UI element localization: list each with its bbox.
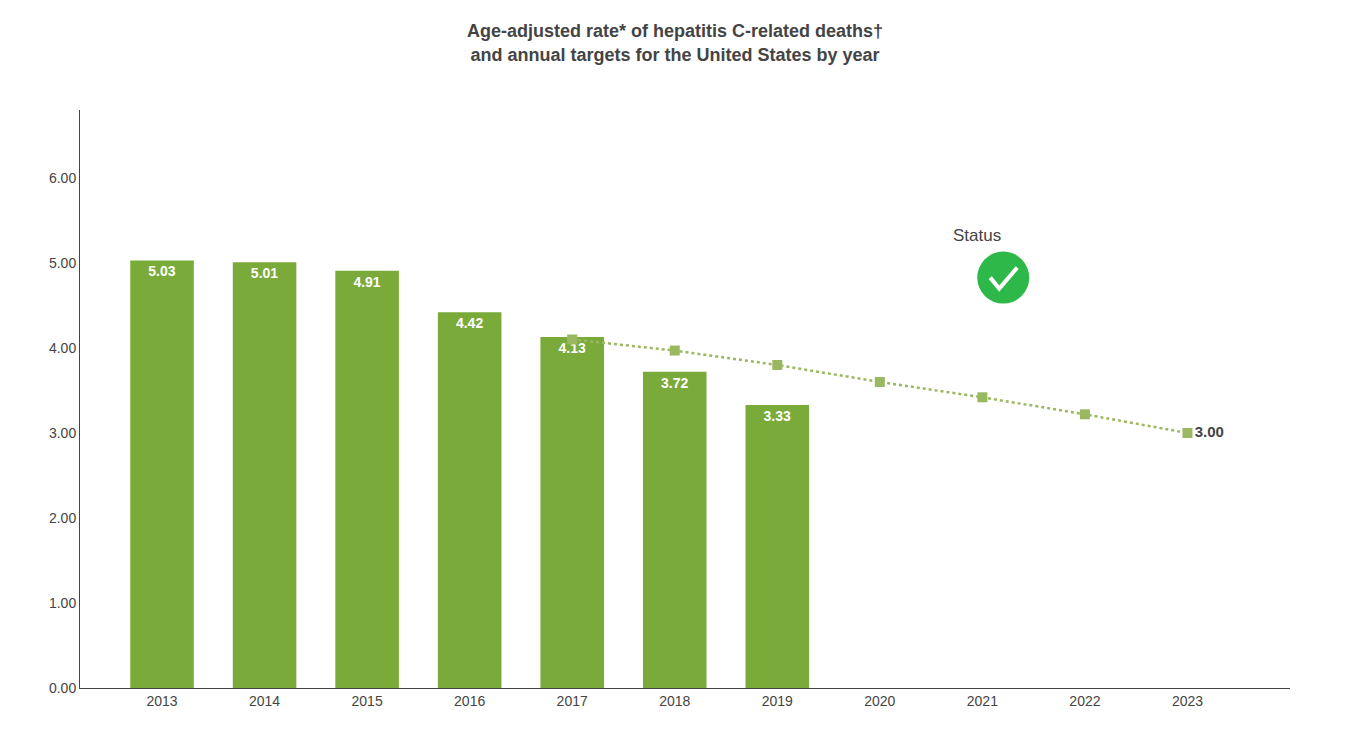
svg-text:2014: 2014	[249, 693, 280, 709]
svg-text:2020: 2020	[864, 693, 895, 709]
svg-text:2022: 2022	[1069, 693, 1100, 709]
svg-text:2.00: 2.00	[49, 510, 76, 526]
svg-text:3.00: 3.00	[1195, 423, 1224, 440]
svg-text:5.00: 5.00	[49, 255, 76, 271]
svg-text:4.91: 4.91	[353, 274, 380, 290]
svg-text:Age-adjusted rate* of hepatiti: Age-adjusted rate* of hepatitis C-relate…	[467, 21, 883, 64]
svg-text:5.03: 5.03	[148, 263, 175, 279]
svg-text:2013: 2013	[146, 693, 177, 709]
svg-text:2015: 2015	[352, 693, 383, 709]
svg-text:4.00: 4.00	[49, 340, 76, 356]
svg-text:Status: Status	[953, 226, 1001, 245]
svg-text:1.00: 1.00	[49, 595, 76, 611]
svg-text:0.00: 0.00	[49, 680, 76, 696]
svg-text:2017: 2017	[557, 693, 588, 709]
svg-text:2021: 2021	[967, 693, 998, 709]
svg-text:4.42: 4.42	[456, 315, 483, 331]
svg-text:3.00: 3.00	[49, 425, 76, 441]
svg-text:3.33: 3.33	[764, 408, 791, 424]
svg-text:6.00: 6.00	[49, 170, 76, 186]
svg-text:5.01: 5.01	[251, 265, 278, 281]
svg-text:2016: 2016	[454, 693, 485, 709]
svg-text:3.72: 3.72	[661, 375, 688, 391]
svg-text:2023: 2023	[1172, 693, 1203, 709]
svg-text:2018: 2018	[659, 693, 690, 709]
svg-text:4.13: 4.13	[558, 340, 585, 356]
svg-text:2019: 2019	[762, 693, 793, 709]
